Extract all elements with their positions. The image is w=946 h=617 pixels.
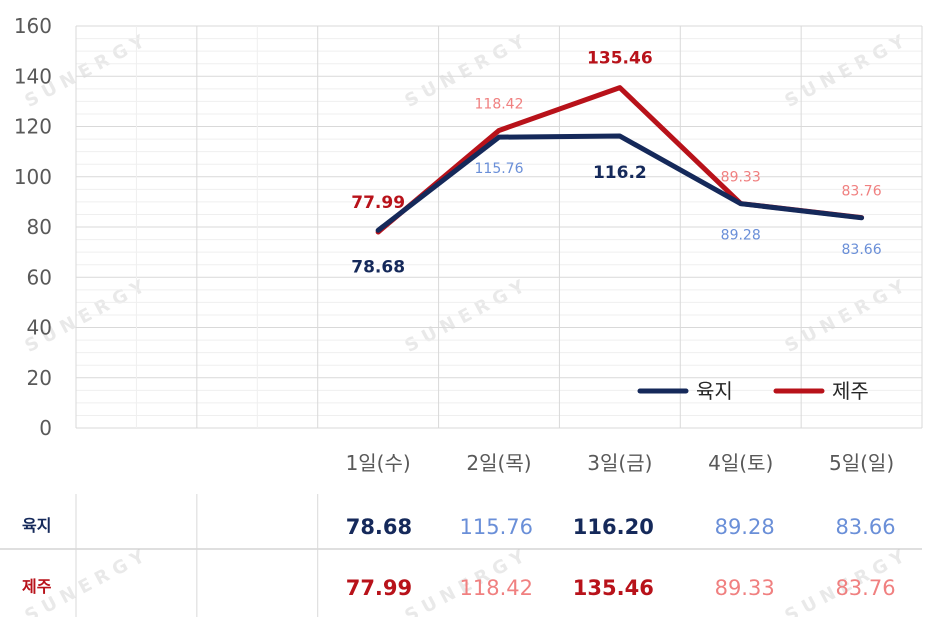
x-axis-categories: 1일(수) 2일(목) 3일(금) 4일(토) 5일(일) [346, 451, 895, 475]
x-category-label: 3일(금) [587, 451, 652, 475]
x-category-label: 1일(수) [346, 451, 411, 475]
table-cell: 118.42 [460, 576, 533, 600]
table-row-name: 제주 [22, 577, 52, 596]
data-label: 89.33 [721, 170, 761, 186]
x-category-label: 4일(토) [708, 451, 773, 475]
table-cell: 83.66 [835, 515, 895, 539]
data-label: 116.2 [593, 163, 647, 183]
y-tick-label: 20 [27, 366, 52, 390]
table-cell: 83.76 [835, 576, 895, 600]
data-label: 83.66 [842, 242, 882, 258]
table-row-name: 육지 [22, 516, 51, 535]
data-labels: 78.68 115.76 116.2 89.28 83.66 77.99 118.42 135… [351, 49, 881, 278]
legend: 육지 제주 [637, 379, 869, 403]
y-tick-label: 100 [14, 165, 52, 189]
data-label: 118.42 [475, 96, 524, 112]
table-cell: 89.28 [715, 515, 775, 539]
y-tick-label: 0 [39, 416, 52, 440]
table-cell: 115.76 [460, 515, 533, 539]
legend-label: 제주 [832, 379, 869, 403]
table-cell: 78.68 [346, 515, 412, 539]
y-tick-label: 120 [14, 115, 52, 139]
series-lines [375, 85, 865, 235]
series-line-land [375, 133, 865, 233]
y-tick-label: 160 [14, 14, 52, 38]
data-label: 78.68 [351, 257, 405, 277]
data-label: 89.28 [721, 228, 761, 244]
table-cell: 116.20 [573, 515, 654, 539]
legend-label: 육지 [696, 379, 733, 403]
x-category-label: 5일(일) [829, 451, 894, 475]
data-label: 83.76 [842, 184, 882, 200]
data-label: 115.76 [475, 161, 524, 177]
table-cell: 77.99 [346, 576, 412, 600]
data-label: 77.99 [351, 193, 405, 213]
y-tick-label: 40 [27, 316, 52, 340]
y-tick-label: 80 [27, 215, 52, 239]
y-tick-label: 140 [14, 64, 52, 88]
x-category-label: 2일(목) [466, 451, 531, 475]
data-label: 135.46 [587, 49, 653, 69]
table-cell: 89.33 [715, 576, 775, 600]
data-table: 육지 78.68 115.76 116.20 89.28 83.66 제주 77.99 118.… [0, 494, 922, 617]
table-cell: 135.46 [573, 576, 654, 600]
y-tick-label: 60 [27, 265, 52, 289]
y-axis-ticks: 0 20 40 60 80 100 120 140 160 [14, 14, 52, 440]
